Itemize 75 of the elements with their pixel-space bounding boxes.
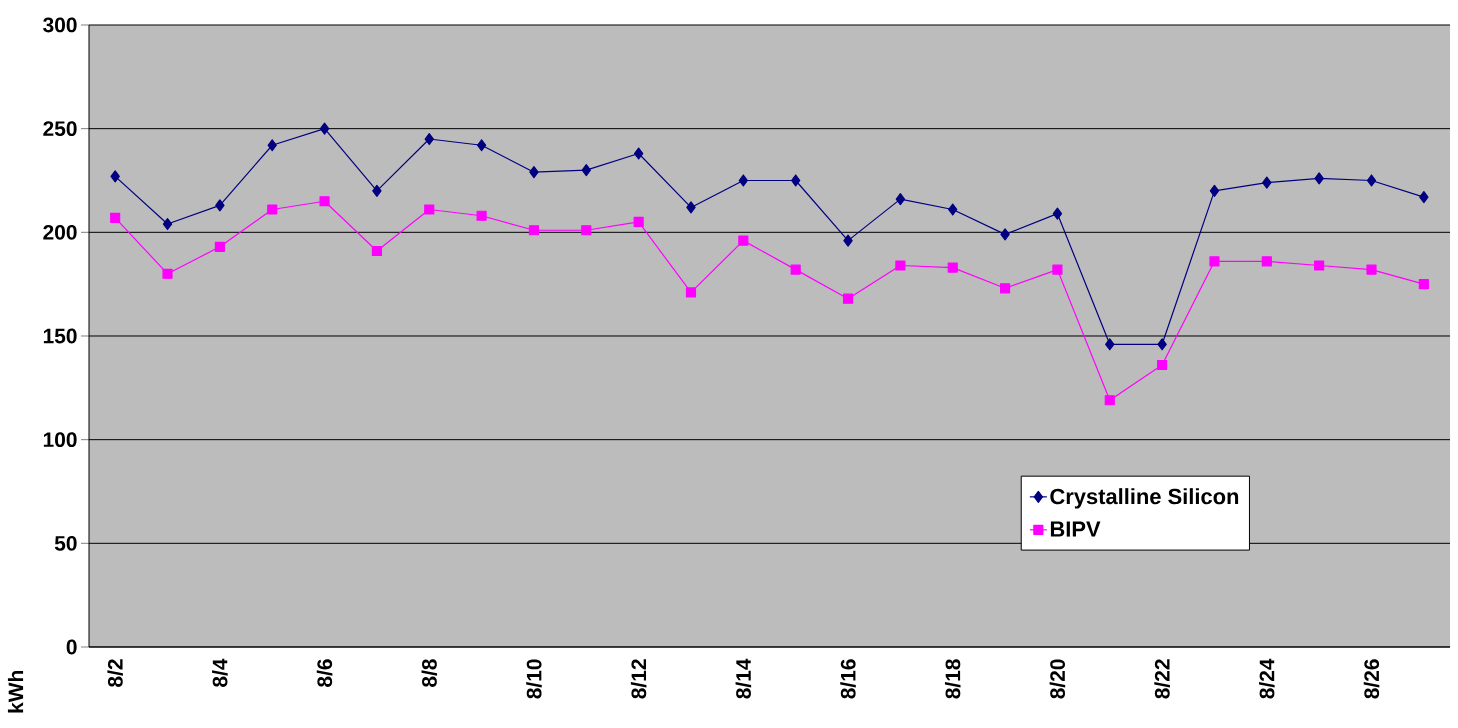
point (424, 204, 435, 215)
point (948, 203, 958, 216)
y-tick-label: 0 (66, 639, 77, 655)
y-tick-label: 300 (43, 17, 77, 33)
point (1418, 279, 1429, 290)
point (895, 193, 906, 206)
x-tick-label: 8/16 (840, 659, 856, 699)
y-tick-label: 150 (43, 328, 77, 344)
point (1366, 264, 1377, 275)
point (267, 204, 278, 215)
y-axis-title: kWh (7, 671, 24, 713)
point (528, 225, 540, 236)
point (738, 235, 749, 246)
point (633, 147, 644, 160)
point (424, 132, 434, 146)
point (371, 245, 382, 257)
y-tick-label: 50 (54, 535, 77, 551)
point (581, 225, 592, 236)
point (1314, 172, 1324, 185)
x-tick-label: 8/20 (1049, 659, 1066, 699)
point (790, 264, 801, 275)
point (738, 174, 749, 187)
y-tick-label: 200 (43, 224, 77, 240)
x-tick-label: 8/22 (1154, 659, 1170, 699)
point (790, 174, 801, 187)
point (110, 170, 120, 183)
point (581, 164, 592, 177)
point (1157, 359, 1168, 371)
point (215, 199, 225, 212)
point (1000, 228, 1010, 241)
point (162, 268, 173, 279)
point (1104, 395, 1115, 406)
point (267, 139, 277, 152)
point (1105, 338, 1115, 351)
point (1209, 184, 1220, 197)
point (843, 234, 853, 247)
x-tick-label: 8/26 (1363, 659, 1380, 699)
point (1261, 256, 1272, 267)
point (1000, 283, 1011, 294)
point (1366, 174, 1377, 187)
legend-label: BIPV (1050, 521, 1101, 537)
point (476, 139, 487, 152)
point (685, 287, 697, 298)
point (1052, 207, 1063, 220)
x-tick-label: 8/12 (630, 659, 647, 699)
x-tick-label: 8/24 (1259, 658, 1275, 699)
y-tick-label: 250 (43, 121, 77, 137)
point (110, 212, 121, 223)
point (372, 184, 382, 197)
point (947, 262, 958, 273)
point (214, 241, 225, 252)
x-tick-label: 8/8 (421, 659, 438, 687)
point (476, 210, 487, 221)
legend-label: Crystalline Silicon (1050, 488, 1239, 509)
x-tick-label: 8/10 (526, 659, 542, 699)
point (162, 217, 173, 231)
point (842, 293, 854, 304)
x-tick-label: 8/4 (212, 658, 228, 687)
point (633, 216, 644, 228)
point (895, 260, 906, 271)
point (1052, 264, 1063, 275)
y-tick-label: 100 (43, 432, 77, 448)
point (319, 122, 330, 135)
point (1157, 338, 1167, 351)
point (529, 166, 539, 179)
point (1419, 191, 1429, 204)
x-tick-label: 8/18 (944, 659, 961, 699)
x-tick-label: 8/14 (735, 658, 752, 699)
point (686, 201, 696, 214)
point (1314, 260, 1325, 271)
point (1209, 256, 1220, 267)
x-tick-label: 8/2 (107, 659, 123, 687)
x-tick-label: 8/6 (316, 659, 333, 687)
point (1262, 176, 1272, 189)
point (319, 196, 330, 207)
